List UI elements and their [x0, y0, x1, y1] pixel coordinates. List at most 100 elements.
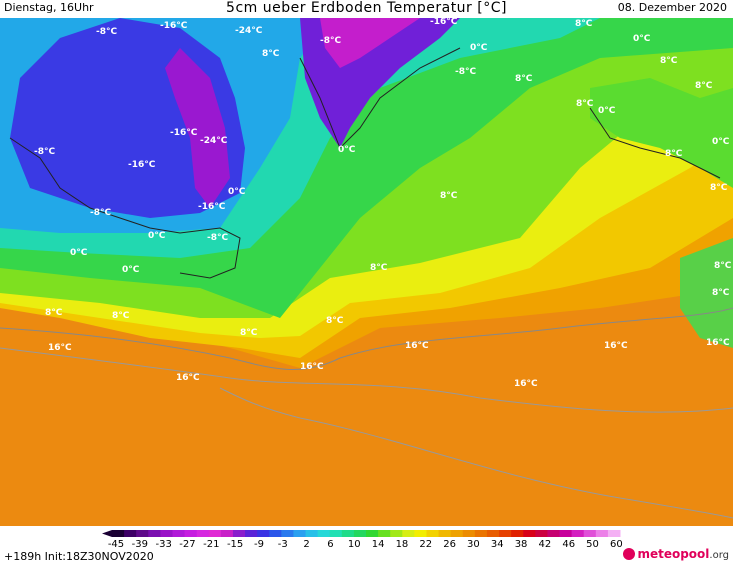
extreme-cold-zone: [165, 48, 230, 208]
temp-label: 0°C: [228, 187, 246, 197]
colorbar-swatch: [426, 530, 440, 537]
colorbar-tick-label: -27: [179, 539, 195, 548]
colorbar-swatch: [402, 530, 415, 537]
colorbar-tick-label: -9: [254, 539, 264, 548]
colorbar-swatch: [136, 530, 149, 537]
temp-label: -8°C: [455, 67, 476, 77]
colorbar-tick-label: -33: [155, 539, 171, 548]
colorbar-tick-label: 14: [372, 539, 385, 548]
colorbar-tick-label: 50: [586, 539, 599, 548]
colorbar-tick-label: 30: [467, 539, 480, 548]
isotherm-line: [219, 387, 733, 519]
temp-label: -8°C: [207, 233, 228, 243]
temp-label: -8°C: [96, 27, 117, 37]
colorbar-swatch: [245, 530, 258, 537]
temp-label: -16°C: [160, 21, 188, 31]
temperature-map: -8°C -16°C -24°C -16°C -8°C 0°C -8°C -16…: [0, 18, 733, 526]
temp-label: -24°C: [200, 136, 228, 146]
forecast-time-label: Dienstag, 16Uhr: [4, 1, 94, 14]
colorbar-swatch: [341, 530, 355, 537]
temp-label: 8°C: [112, 311, 130, 321]
colorbar-tick-label: -15: [227, 539, 243, 548]
temp-label: 8°C: [710, 183, 728, 193]
colorbar-swatch: [220, 530, 234, 537]
colorbar-tick-label: 60: [610, 539, 623, 548]
colorbar-swatch: [499, 530, 512, 537]
temp-label: -16°C: [198, 202, 226, 212]
colorbar-swatch: [112, 530, 125, 537]
colorbar-swatch: [547, 530, 561, 537]
colorbar-swatch: [595, 530, 609, 537]
temp-label: 8°C: [695, 81, 713, 91]
temp-label: 16°C: [176, 373, 200, 383]
temp-label: 8°C: [665, 149, 683, 159]
colorbar-swatch: [390, 530, 403, 537]
colorbar-swatch: [317, 530, 331, 537]
brand-logo: meteopool.org: [623, 547, 729, 561]
temp-label: -8°C: [34, 147, 55, 157]
colorbar-swatch: [378, 530, 391, 537]
temp-label: 8°C: [714, 261, 732, 271]
colorbar-swatch: [486, 530, 500, 537]
temp-label: 16°C: [405, 341, 429, 351]
colorbar-swatch: [462, 530, 476, 537]
colorbar-tick-label: -45: [108, 539, 124, 548]
colorbar-swatch: [172, 530, 186, 537]
colorbar-swatch: [474, 530, 488, 537]
map-title: 5cm ueber Erdboden Temperatur [°C]: [226, 0, 507, 16]
temp-label: 16°C: [48, 343, 72, 353]
colorbar-tick-label: 2: [303, 539, 309, 548]
brand-name: meteopool: [637, 547, 710, 561]
run-info-label: +189h Init:18Z30NOV2020: [4, 550, 154, 563]
brand-suffix: .org: [709, 550, 729, 561]
temp-label: -8°C: [320, 36, 341, 46]
colorbar-swatch: [329, 530, 343, 537]
temp-label: -16°C: [128, 160, 156, 170]
footer-bar: -45 -39 -33 -27 -21 -15 -9 -3 2 6 10 14 18 22 26 30 34 38…: [0, 526, 733, 566]
colorbar-tick-label: -21: [203, 539, 219, 548]
temp-label: 8°C: [45, 308, 63, 318]
temp-label: 8°C: [515, 74, 533, 84]
forecast-date-label: 08. Dezember 2020: [617, 1, 727, 14]
temp-label: 16°C: [604, 341, 628, 351]
colorbar-swatch: [607, 530, 621, 537]
colorbar-tick-label: 22: [419, 539, 432, 548]
colorbar-tick-label: 6: [327, 539, 333, 548]
colorbar-swatch: [148, 530, 161, 537]
colorbar-swatch: [124, 530, 137, 537]
colorbar-swatch: [450, 530, 464, 537]
temp-label: 8°C: [712, 288, 730, 298]
temp-label: -8°C: [90, 208, 111, 218]
colorbar-arrow: [102, 530, 112, 537]
temp-label: 0°C: [122, 265, 140, 275]
colorbar-tick-label: 46: [562, 539, 575, 548]
colorbar-tick-label: 18: [396, 539, 409, 548]
temp-label: 8°C: [576, 99, 594, 109]
temp-label: 8°C: [370, 263, 388, 273]
colorbar-swatch: [281, 530, 294, 537]
temp-label: 8°C: [240, 328, 258, 338]
temp-label: 16°C: [300, 362, 324, 372]
colorbar-swatch: [184, 530, 198, 537]
colorbar-swatch: [535, 530, 548, 537]
temp-label: -24°C: [235, 26, 263, 36]
colorbar-swatch: [305, 530, 319, 537]
colorbar-swatch: [353, 530, 367, 537]
temp-label: 8°C: [660, 56, 678, 66]
temp-label: -16°C: [170, 128, 198, 138]
temp-label: 16°C: [706, 338, 730, 348]
colorbar-swatch: [257, 530, 270, 537]
colorbar-swatch: [414, 530, 427, 537]
colorbar-swatch: [293, 530, 307, 537]
temp-label: 0°C: [470, 43, 488, 53]
colorbar-tick-label: 38: [515, 539, 528, 548]
coastline: [9, 137, 241, 279]
temp-label: 0°C: [712, 137, 730, 147]
temp-label: 8°C: [326, 316, 344, 326]
colorbar-swatch: [571, 530, 585, 537]
coastline: [299, 47, 461, 149]
colorbar-swatch: [366, 530, 379, 537]
colorbar-swatch: [583, 530, 597, 537]
isotherm-line: [0, 307, 733, 370]
colorbar-tick-label: -3: [278, 539, 288, 548]
